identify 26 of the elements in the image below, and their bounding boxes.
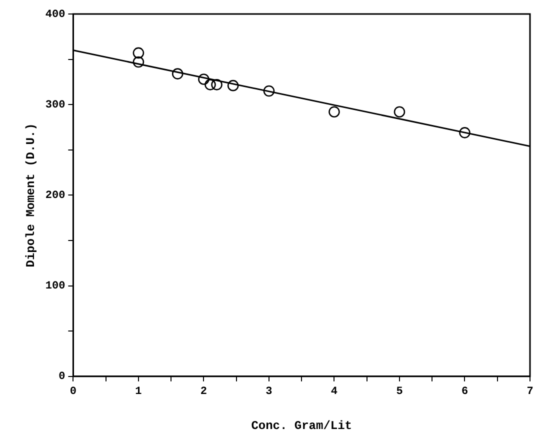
- y-tick-label: 400: [45, 8, 66, 21]
- x-tick-label: 4: [330, 386, 338, 398]
- x-tick-label: 5: [396, 386, 404, 398]
- x-tick-label: 2: [200, 386, 208, 398]
- point: [132, 47, 144, 59]
- point: [459, 127, 470, 138]
- point: [204, 79, 216, 90]
- point: [132, 56, 144, 68]
- point: [263, 85, 275, 97]
- x-tick-label: 3: [266, 386, 273, 398]
- point: [172, 68, 184, 80]
- point: [227, 80, 239, 92]
- y-tick-label: 0: [58, 371, 66, 384]
- point: [198, 74, 210, 85]
- x-tick-label: 0: [70, 386, 77, 398]
- point: [211, 79, 222, 90]
- x-axis-title: Conc. Gram/Lit: [251, 418, 352, 433]
- point: [394, 106, 406, 118]
- x-tick-label: 1: [135, 386, 142, 398]
- x-tick-label: 6: [461, 386, 468, 398]
- x-tick-label: 7: [526, 386, 534, 398]
- y-axis-title: Dipole Moment (D.U.): [24, 123, 38, 268]
- point: [328, 106, 340, 118]
- y-tick-label: 200: [45, 190, 66, 202]
- y-tick-label: 100: [45, 280, 66, 293]
- y-tick-label: 300: [45, 99, 66, 112]
